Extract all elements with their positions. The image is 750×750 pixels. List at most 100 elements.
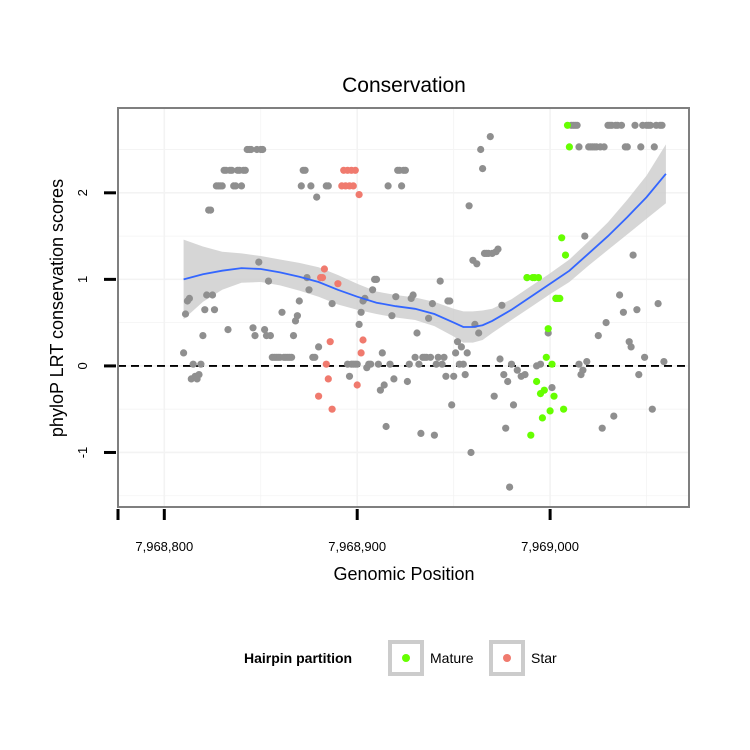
- y-tick-label: 0: [75, 362, 90, 369]
- data-point-other: [392, 293, 400, 301]
- data-point-other: [438, 360, 446, 368]
- data-point-other: [345, 372, 354, 380]
- data-point-other: [374, 360, 382, 368]
- data-point-other: [307, 182, 315, 190]
- data-point-other: [241, 166, 249, 174]
- data-point-other: [425, 314, 433, 322]
- data-point-other: [251, 332, 259, 340]
- data-point-other: [311, 353, 319, 361]
- data-point-other: [627, 343, 635, 351]
- data-point-other: [203, 291, 211, 299]
- data-point-mature: [542, 353, 550, 361]
- data-point-other: [378, 349, 386, 357]
- data-point-other: [278, 308, 286, 316]
- data-point-other: [490, 392, 498, 400]
- data-point-other: [430, 431, 438, 439]
- data-point-other: [232, 182, 240, 190]
- data-point-mature: [563, 121, 572, 129]
- data-point-other: [619, 308, 628, 316]
- data-point-other: [509, 401, 518, 409]
- data-point-mature: [540, 386, 548, 394]
- data-point-other: [498, 301, 506, 309]
- y-tick-label: 1: [75, 276, 90, 283]
- y-tick-label: 2: [75, 189, 90, 196]
- data-point-star: [315, 392, 323, 400]
- data-point-other: [598, 424, 606, 432]
- data-point-other: [463, 349, 471, 357]
- data-point-other: [500, 371, 508, 379]
- data-point-other: [386, 360, 394, 368]
- chart-title: Conservation: [342, 74, 466, 97]
- data-point-other: [369, 286, 377, 294]
- data-point-star: [351, 166, 359, 174]
- data-point-star: [318, 274, 327, 282]
- data-point-other: [207, 206, 215, 214]
- data-point-other: [228, 166, 236, 174]
- confidence-ribbon: [183, 144, 666, 343]
- data-point-other: [398, 182, 406, 190]
- data-point-other: [536, 360, 545, 368]
- data-point-other: [413, 329, 421, 337]
- data-point-mature: [561, 251, 570, 259]
- data-point-other: [195, 371, 203, 379]
- data-point-other: [461, 371, 469, 379]
- data-point-other: [208, 291, 217, 299]
- data-point-other: [403, 377, 411, 386]
- data-point-other: [355, 320, 363, 328]
- data-point-mature: [548, 360, 556, 368]
- data-point-star: [334, 280, 342, 288]
- x-axis-title: Genomic Position: [333, 564, 474, 584]
- data-point-other: [583, 358, 591, 366]
- x-tick-label: 7,968,800: [135, 539, 193, 554]
- data-point-other: [475, 329, 483, 337]
- data-point-other: [313, 193, 321, 201]
- data-point-other: [197, 360, 205, 368]
- data-point-other: [513, 366, 521, 374]
- panel-border: [117, 107, 690, 508]
- legend-key-dot: [503, 654, 511, 662]
- data-point-other: [650, 143, 658, 151]
- data-point-other: [185, 294, 193, 302]
- data-point-star: [357, 349, 365, 357]
- data-point-mature: [565, 143, 574, 151]
- data-point-other: [390, 375, 398, 383]
- x-tick-label: 7,969,000: [521, 539, 579, 554]
- data-point-other: [301, 166, 309, 174]
- data-point-other: [297, 182, 305, 190]
- data-point-other: [328, 300, 336, 308]
- data-point-other: [600, 143, 608, 151]
- data-point-other: [617, 121, 626, 129]
- data-point-other: [201, 306, 209, 314]
- data-point-other: [506, 483, 514, 491]
- data-point-other: [446, 297, 454, 305]
- data-point-other: [426, 353, 435, 361]
- data-point-mature: [538, 414, 547, 422]
- data-point-other: [623, 143, 631, 151]
- legend-title: Hairpin partition: [244, 650, 352, 666]
- data-point-other: [237, 182, 246, 190]
- data-point-other: [264, 277, 273, 285]
- data-point-other: [388, 312, 396, 320]
- data-point-other: [367, 360, 375, 368]
- data-point-other: [357, 308, 365, 316]
- data-point-other: [473, 260, 481, 268]
- data-point-other: [635, 371, 643, 379]
- data-point-other: [380, 381, 388, 389]
- data-point-other: [521, 371, 529, 379]
- data-point-mature: [558, 234, 566, 242]
- data-point-other: [633, 306, 641, 314]
- data-point-other: [288, 353, 296, 361]
- data-point-other: [249, 324, 257, 332]
- data-point-other: [494, 245, 502, 253]
- data-point-star: [328, 405, 336, 413]
- data-point-other: [266, 332, 274, 340]
- data-point-other: [459, 360, 467, 368]
- data-point-other: [180, 349, 188, 357]
- plot-area: [117, 107, 690, 508]
- data-point-other: [305, 286, 313, 294]
- data-point-other: [440, 353, 448, 361]
- data-point-mature: [544, 325, 552, 333]
- data-point-star: [324, 375, 332, 383]
- data-point-mature: [550, 392, 558, 400]
